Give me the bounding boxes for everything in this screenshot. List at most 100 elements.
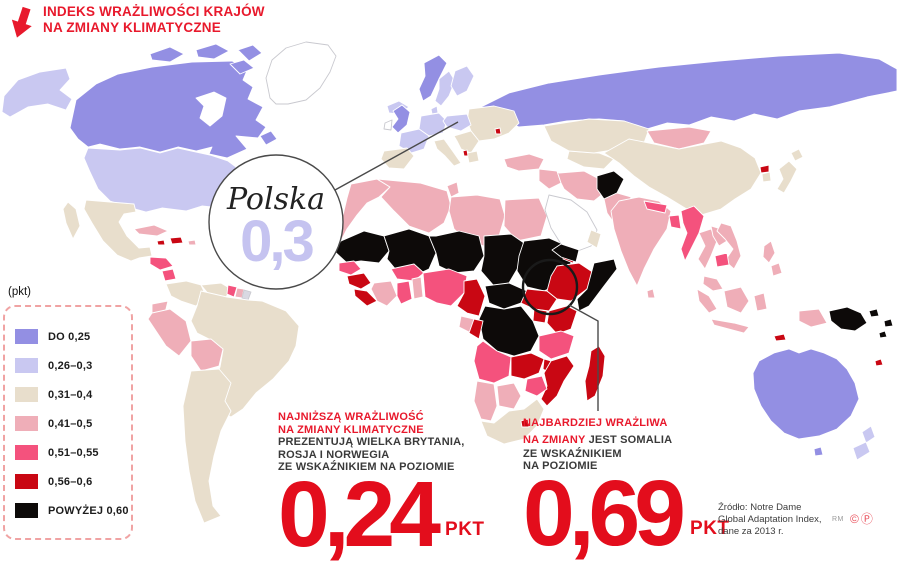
country-cameroon [456,278,486,317]
lowest-heading-line1: NAJNIŻSZĄ WRAŻLIWOŚĆ [278,411,424,423]
country-central-african-republic [484,282,528,310]
country-peru [147,308,192,357]
country-puerto-rico [187,239,197,246]
country-java [710,318,750,334]
country-arctic-islands [149,43,263,75]
country-ghana [396,280,413,305]
country-somalia [576,258,618,312]
country-drc [478,305,540,357]
legend-swatch [15,358,38,373]
legend-row: 0,51–0,55 [5,438,131,467]
country-mongolia [646,126,712,150]
country-bangladesh [668,214,682,230]
country-french-guiana [241,289,252,301]
country-albania [462,149,469,157]
legend-label: 0,41–0,5 [48,417,93,430]
highest-heading-red: NA ZMIANY [523,433,586,446]
country-east-timor [773,333,787,342]
country-angola [473,340,512,384]
poland-callout: Polska 0,3 [196,182,356,274]
source-line2: Global Adaptation Index, [718,514,822,525]
country-saudi-arabia [544,194,598,253]
country-mexico-baja [62,201,81,240]
country-botswana [496,382,522,410]
highest-unit: PKT [690,517,730,539]
header: INDEKS WRAŻLIWOŚCI KRAJÓW NA ZMIANY KLIM… [5,4,265,46]
poland-callout-value: 0,3 [240,209,315,274]
lowest-body-line3: ZE WSKAŹNIKIEM NA POZIOMIE [278,461,455,473]
country-new-caledonia [874,358,884,367]
country-nepal [643,200,668,214]
country-nicaragua [161,268,177,282]
country-mozambique [540,355,575,407]
lowest-value: 0,24 [278,461,441,566]
source-note: Źródło: Notre Dame Global Adaptation Ind… [718,502,822,538]
country-china [603,138,762,216]
country-png [828,306,868,332]
country-senegal [338,260,362,276]
country-cuba [133,224,169,237]
down-arrow-icon [11,6,32,38]
legend-label: 0,26–0,3 [48,359,93,372]
legend-swatch [15,445,38,460]
country-australia [752,348,860,440]
highest-value-row: 0,69 PKT [523,460,729,565]
legend-label: POWYŻEJ 0,60 [48,504,129,517]
lowest-value-row: 0,24 PKT [278,461,493,566]
black-sea [513,143,535,153]
source-line3: dane za 2013 r. [718,526,784,537]
country-hispaniola [169,236,184,245]
country-nigeria [422,268,468,307]
highest-vulnerability-block: NAJBARDZIEJ WRAŻLIWA NA ZMIANY JEST SOMA… [523,417,729,565]
legend-label: DO 0,25 [48,330,91,343]
legend-row: 0,31–0,4 [5,380,131,409]
legend-swatch [15,329,38,344]
country-south-africa [480,398,545,445]
legend-label: 0,31–0,4 [48,388,93,401]
country-tasmania [813,446,824,457]
legend-swatch [15,503,38,518]
poland-callout-label: Polska [226,182,326,217]
title-line2: NA ZMIANY KLIMATYCZNE [43,20,221,35]
legend-row: 0,56–0,6 [5,467,131,496]
country-algeria [376,178,452,234]
lowest-body-line1: PREZENTUJĄ WIELKA BRYTANIA, [278,436,465,448]
country-guinea [346,272,372,290]
country-philippines [762,240,776,264]
country-ivory-coast [370,280,398,307]
highest-heading-line2: NA ZMIANY JEST SOMALIA [523,430,723,448]
poland-callout-circle [208,154,344,290]
country-niger [428,230,485,274]
source-line1: Źródło: Notre Dame [718,502,802,513]
country-finland [450,65,475,97]
country-norway [418,54,448,102]
country-madagascar [584,345,606,402]
country-southern-cone [182,368,232,524]
country-lesotho [520,418,530,428]
country-vietnam [716,222,742,270]
country-sulawesi [753,292,768,312]
credit-initials: RM [832,516,844,523]
country-denmark [430,105,439,115]
country-bolivia [190,338,224,372]
country-oman [586,229,602,249]
country-north-korea [759,164,770,174]
legend-row: DO 0,25 [5,322,131,351]
country-philippines-south [770,262,783,277]
country-ireland [383,119,393,131]
country-turkey [503,153,545,172]
lowest-body-line2: ROSJA I NORWEGIA [278,448,390,461]
country-malaysia [702,275,724,292]
country-south-korea [761,171,772,183]
country-nz-south [852,441,871,461]
country-yemen [551,243,580,263]
highest-value: 0,69 [523,460,686,565]
hudson-bay [195,91,227,127]
country-greece [466,150,480,164]
country-spain-portugal [380,147,415,170]
license-icons: ©Ⓟ [850,512,875,526]
country-mauritania [333,230,390,264]
country-france [398,128,430,154]
country-sri-lanka [646,288,656,299]
